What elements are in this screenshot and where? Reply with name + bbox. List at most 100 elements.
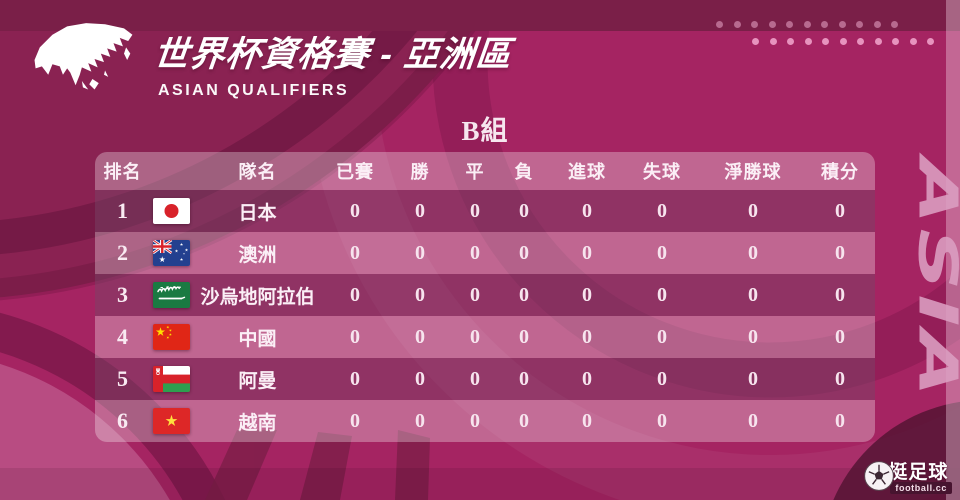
rank-cell: 2 [117,240,128,265]
points-cell: 0 [835,199,845,222]
draw-cell: 0 [470,409,480,432]
points-cell: 0 [835,241,845,264]
loss-cell: 0 [519,325,529,348]
loss-cell: 0 [519,241,529,264]
page-title: 世界杯資格賽 - 亞洲區 [151,35,514,74]
rank-cell: 5 [117,366,128,391]
goals-for-cell: 0 [582,367,592,390]
decor-dots-row [716,21,898,28]
table-row: 2 澳洲 0 0 0 0 0 0 0 0 [95,232,875,274]
goals-for-cell: 0 [582,241,592,264]
goals-for-cell: 0 [582,283,592,306]
goals-against-cell: 0 [657,367,667,390]
asia-map-icon [34,23,133,90]
goals-against-cell: 0 [657,325,667,348]
win-cell: 0 [415,241,425,264]
loss-cell: 0 [519,283,529,306]
standings-table: 排名 隊名 已賽 勝 平 負 進球 失球 淨勝球 積分 1 日本 0 0 0 0 0 0 0 0 2… [95,152,875,442]
table-row: 1 日本 0 0 0 0 0 0 0 0 [95,190,875,232]
decor-dot [716,21,723,28]
rank-cell: 6 [117,408,128,433]
decor-dot [804,38,812,45]
table-row: 4 中國 0 0 0 0 0 0 0 0 [95,316,875,358]
team-name: 日本 [238,202,277,224]
team-name: 澳洲 [238,244,277,266]
points-cell: 0 [835,367,845,390]
played-cell: 0 [350,409,360,432]
points-cell: 0 [835,283,845,306]
table-row: 6 越南 0 0 0 0 0 0 0 0 [95,400,875,442]
draw-cell: 0 [470,199,480,222]
team-name: 沙烏地阿拉伯 [200,286,315,308]
team-name: 中國 [238,328,277,350]
draw-cell: 0 [470,367,480,390]
draw-cell: 0 [470,241,480,264]
played-cell: 0 [350,241,360,264]
draw-cell: 0 [470,283,480,306]
goals-against-cell: 0 [657,409,667,432]
table-header-row: 排名 隊名 已賽 勝 平 負 進球 失球 淨勝球 積分 [95,152,875,190]
rank-cell: 3 [117,282,128,307]
column-header-team: 隊名 [238,162,277,182]
goals-for-cell: 0 [582,199,592,222]
china-flag-icon [152,324,190,350]
decor-dot [822,38,829,45]
decor-dot [874,38,882,45]
japan-flag-icon [152,198,190,224]
watermark-en-label: football.cc [890,482,952,494]
column-header-win: 勝 [410,162,430,182]
column-header-points: 積分 [821,162,859,182]
decor-dot [733,21,741,28]
table-row: 5 阿曼 0 0 0 0 0 0 0 0 [95,358,875,400]
goal-diff-cell: 0 [748,283,758,306]
points-cell: 0 [835,325,845,348]
draw-cell: 0 [470,325,480,348]
column-header-played: 已賽 [336,162,374,182]
goals-against-cell: 0 [657,283,667,306]
side-label-asia: ASIA [906,158,960,402]
decor-dot [839,38,847,45]
flag-cell [150,324,192,350]
flag-cell [150,240,192,266]
column-header-goal-diff: 淨勝球 [724,162,782,182]
points-cell: 0 [835,409,845,432]
played-cell: 0 [350,367,360,390]
watermark: 挺足球 football.cc [863,457,952,494]
goal-diff-cell: 0 [748,199,758,222]
decor-dot [821,21,828,28]
page-subtitle: ASIAN QUALIFIERS [158,82,350,99]
oman-flag-icon [152,366,190,392]
group-title: B組 [461,116,509,146]
decor-dot [927,38,934,45]
played-cell: 0 [350,325,360,348]
soccer-ball-icon [864,460,895,491]
flag-cell [150,408,192,434]
goals-against-cell: 0 [657,199,667,222]
decor-dot [752,38,759,45]
win-cell: 0 [415,325,425,348]
win-cell: 0 [415,409,425,432]
goal-diff-cell: 0 [748,409,758,432]
decor-dot [909,38,917,45]
watermark-texts: 挺足球 football.cc [888,457,952,494]
column-header-loss: 負 [514,162,534,182]
goal-diff-cell: 0 [748,241,758,264]
team-name: 越南 [238,412,277,434]
played-cell: 0 [350,199,360,222]
goals-against-cell: 0 [657,241,667,264]
decor-dots-row [752,38,934,45]
loss-cell: 0 [519,409,529,432]
played-cell: 0 [350,283,360,306]
table-body: 1 日本 0 0 0 0 0 0 0 0 2 澳洲 0 0 0 0 0 0 0 0 3 沙烏地阿拉伯 0 0 0 0 0 0 0 0 4… [95,190,875,442]
decor-dot [751,21,758,28]
goals-for-cell: 0 [582,409,592,432]
team-name: 阿曼 [238,370,277,392]
column-header-goals-against: 失球 [643,162,681,182]
decor-dot [838,21,846,28]
column-header-goals-for: 進球 [568,162,606,182]
goal-diff-cell: 0 [748,325,758,348]
win-cell: 0 [415,199,425,222]
decor-dot [856,21,863,28]
goal-diff-cell: 0 [748,367,758,390]
